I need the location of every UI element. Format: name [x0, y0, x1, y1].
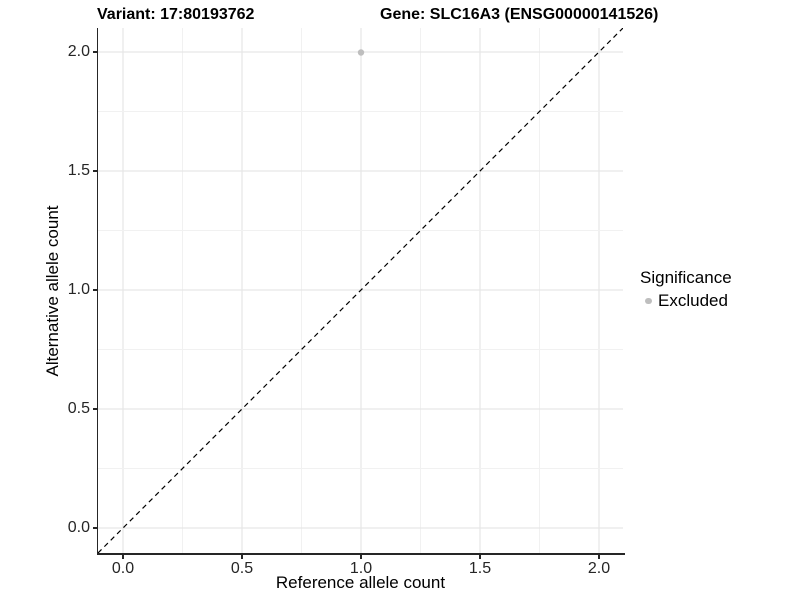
y-tick-mark [92, 51, 97, 53]
y-tick-label: 2.0 [67, 43, 90, 60]
y-tick-mark [92, 408, 97, 410]
gene-title: Gene: SLC16A3 (ENSG00000141526) [380, 6, 659, 23]
legend: Significance Excluded [640, 268, 732, 311]
plot-panel [97, 27, 624, 554]
x-tick-label: 1.0 [349, 560, 373, 577]
data-point-excluded [357, 49, 365, 56]
y-axis-line [96, 28, 98, 555]
y-tick-mark [92, 289, 97, 291]
excluded-point-icon [645, 297, 652, 305]
x-tick-label: 2.0 [587, 560, 611, 577]
x-tick-label: 0.0 [111, 560, 135, 577]
x-tick-mark [241, 554, 243, 559]
y-tick-label: 0.0 [67, 519, 90, 536]
x-tick-mark [479, 554, 481, 559]
legend-entry-label: Excluded [658, 291, 728, 310]
legend-title: Significance [640, 268, 732, 287]
x-tick-mark [598, 554, 600, 559]
y-tick-label: 1.5 [67, 162, 90, 179]
legend-key [640, 293, 657, 310]
y-tick-label: 0.5 [67, 400, 90, 417]
plot-canvas [97, 27, 624, 554]
x-tick-label: 0.5 [230, 560, 254, 577]
y-tick-mark [92, 170, 97, 172]
y-tick-mark [92, 527, 97, 529]
x-tick-label: 1.5 [468, 560, 492, 577]
x-tick-mark [360, 554, 362, 559]
y-tick-label: 1.0 [67, 281, 90, 298]
x-tick-mark [122, 554, 124, 559]
y-axis-title: Alternative allele count [43, 205, 62, 377]
identity-line [97, 27, 624, 554]
x-axis-line [96, 553, 625, 555]
legend-entry-excluded: Excluded [640, 291, 732, 311]
x-axis-title: Reference allele count [275, 573, 446, 592]
variant-title: Variant: 17:80193762 [97, 6, 255, 23]
